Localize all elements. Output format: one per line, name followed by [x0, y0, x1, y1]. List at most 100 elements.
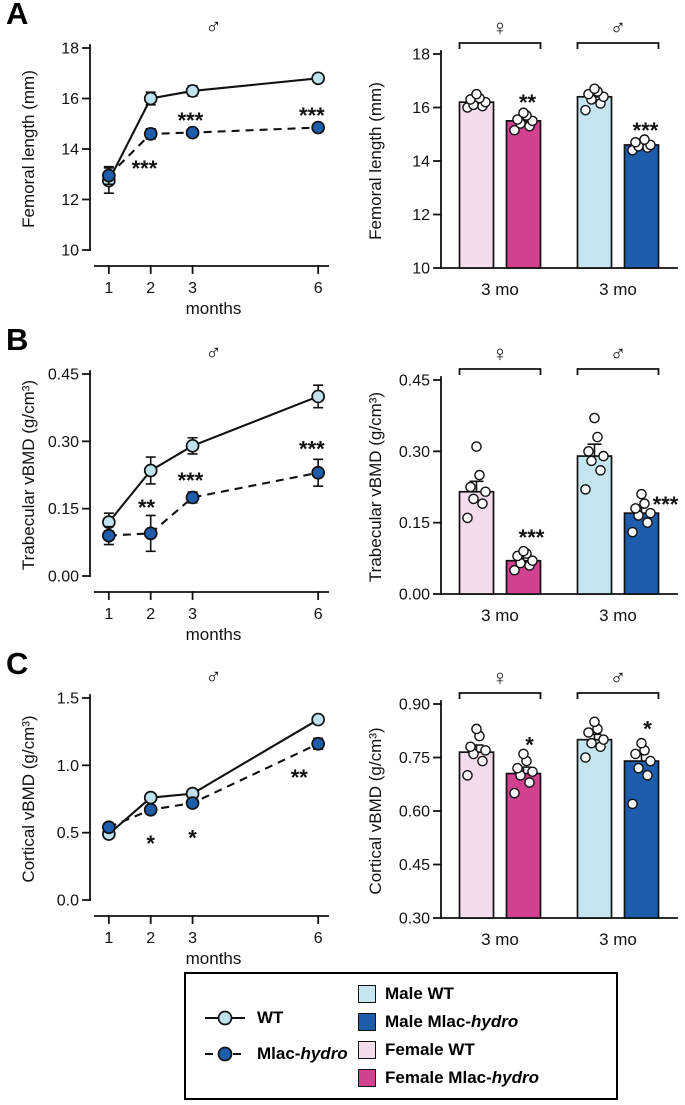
female-mlac-hydro-swatch	[358, 1069, 376, 1087]
cortical-vbmd-bar-chart: 0.30 0.45 0.60 0.75 0.90 Cortical vBMD (g/cm³…	[366, 665, 678, 949]
svg-text:months: months	[186, 625, 242, 644]
svg-text:10: 10	[61, 243, 79, 260]
legend-label-male-wt: Male WT	[385, 984, 454, 1003]
svg-text:3: 3	[188, 930, 197, 947]
svg-text:♂: ♂	[610, 341, 627, 366]
svg-text:♂: ♂	[205, 14, 222, 39]
wt-line-marker-icon	[205, 1010, 245, 1026]
svg-text:♂: ♂	[205, 340, 222, 365]
legend-item-female-wt: Female WT	[358, 1040, 616, 1060]
legend-item-female-mlac-hydro: Female Mlac-hydro	[358, 1068, 616, 1088]
svg-text:**: **	[519, 90, 537, 115]
svg-text:12: 12	[61, 192, 79, 209]
svg-text:***: ***	[178, 108, 204, 133]
svg-text:*: *	[525, 733, 534, 758]
svg-text:0.30: 0.30	[399, 911, 430, 928]
legend-item-male-wt: Male WT	[358, 984, 616, 1004]
svg-text:14: 14	[61, 142, 79, 159]
svg-text:1.0: 1.0	[57, 758, 79, 775]
svg-text:1: 1	[104, 280, 113, 297]
legend-item-male-mlac-hydro: Male Mlac-hydro	[358, 1012, 616, 1032]
svg-text:18: 18	[412, 47, 430, 64]
legend-label-mlac-hydro: Mlac-hydro	[257, 1044, 348, 1063]
svg-text:3: 3	[188, 606, 197, 623]
svg-text:0.45: 0.45	[399, 373, 430, 390]
svg-text:0.0: 0.0	[57, 893, 79, 910]
bar-series-legend: Male WT Male Mlac-hydro Female WT Female…	[358, 984, 616, 1088]
svg-text:months: months	[186, 949, 242, 968]
svg-text:3 mo: 3 mo	[599, 606, 637, 625]
svg-text:Femoral length (mm): Femoral length (mm)	[366, 82, 385, 240]
svg-text:*: *	[146, 831, 155, 856]
mlac-hydro-line-marker-icon	[205, 1046, 245, 1062]
panel-a-label: A	[6, 0, 29, 31]
svg-text:0.60: 0.60	[399, 804, 430, 821]
svg-text:***: ***	[653, 492, 679, 517]
svg-text:0.15: 0.15	[48, 501, 79, 518]
svg-text:***: ***	[519, 525, 545, 550]
panel-c: C ♂ 0.0 0.5 1.0 1.5 Cortical vBMD (g/cm³) 1 2 3 6…	[6, 646, 685, 974]
svg-text:months: months	[186, 299, 242, 318]
svg-text:0.75: 0.75	[399, 750, 430, 767]
male-wt-swatch	[358, 985, 376, 1003]
cortical-vbmd-line-chart: ♂ 0.0 0.5 1.0 1.5 Cortical vBMD (g/cm³) 1 2 3 6 mo…	[19, 664, 330, 968]
legend-item-wt: WT	[202, 1008, 358, 1028]
trabecular-vbmd-bar-chart: 0.00 0.15 0.30 0.45 Trabecular vBMD (g/cm³) ♀…	[366, 341, 679, 625]
male-mlac-hydro-swatch	[358, 1013, 376, 1031]
svg-text:1: 1	[104, 930, 113, 947]
svg-text:0.30: 0.30	[399, 444, 430, 461]
svg-text:♀: ♀	[492, 665, 509, 690]
svg-text:1: 1	[104, 606, 113, 623]
svg-text:0.00: 0.00	[399, 587, 430, 604]
legend-label-wt: WT	[257, 1008, 284, 1027]
panel-b-label: B	[6, 322, 29, 357]
svg-text:2: 2	[146, 280, 155, 297]
svg-text:3 mo: 3 mo	[481, 606, 519, 625]
svg-text:3: 3	[188, 280, 197, 297]
svg-text:♂: ♂	[610, 15, 627, 40]
panel-c-label: C	[6, 646, 29, 681]
svg-text:Trabecular vBMD (g/cm³): Trabecular vBMD (g/cm³)	[19, 380, 38, 570]
svg-text:10: 10	[412, 261, 430, 278]
legend-label-female-wt: Female WT	[385, 1040, 475, 1059]
svg-text:***: ***	[299, 103, 325, 128]
legend-label-female-mlac-hydro: Female Mlac-hydro	[385, 1068, 539, 1087]
svg-text:**: **	[291, 765, 309, 790]
legend-item-mlac-hydro: Mlac-hydro	[202, 1044, 358, 1064]
svg-text:16: 16	[61, 91, 79, 108]
svg-text:♂: ♂	[610, 665, 627, 690]
svg-text:0.90: 0.90	[399, 697, 430, 714]
svg-text:16: 16	[412, 100, 430, 117]
svg-text:Cortical vBMD (g/cm³): Cortical vBMD (g/cm³)	[19, 715, 38, 882]
legend-label-male-mlac-hydro: Male Mlac-hydro	[385, 1012, 519, 1031]
svg-text:*: *	[188, 826, 197, 851]
svg-text:3 mo: 3 mo	[481, 930, 519, 949]
svg-text:*: *	[643, 717, 652, 742]
svg-text:12: 12	[412, 207, 430, 224]
line-series-legend: WT Mlac-hydro	[186, 1008, 358, 1064]
svg-text:Femoral length (mm): Femoral length (mm)	[19, 70, 38, 228]
svg-text:3 mo: 3 mo	[599, 930, 637, 949]
svg-text:0.45: 0.45	[399, 857, 430, 874]
svg-text:0.5: 0.5	[57, 825, 79, 842]
svg-text:***: ***	[132, 156, 158, 181]
svg-text:18: 18	[61, 41, 79, 58]
svg-text:***: ***	[178, 468, 204, 493]
trabecular-vbmd-line-chart: ♂ 0.00 0.15 0.30 0.45 Trabecular vBMD (g/cm³)…	[19, 340, 330, 644]
svg-text:♂: ♂	[205, 664, 222, 689]
svg-text:3 mo: 3 mo	[599, 280, 637, 299]
svg-text:**: **	[138, 495, 156, 520]
svg-text:2: 2	[146, 606, 155, 623]
panel-b: B ♂ 0.00 0.15 0.30 0.45 Trabecular vBMD (g/cm…	[6, 322, 685, 650]
svg-text:14: 14	[412, 154, 430, 171]
svg-text:0.45: 0.45	[48, 367, 79, 384]
svg-text:♀: ♀	[492, 15, 509, 40]
svg-text:6: 6	[314, 930, 323, 947]
legend-box: WT Mlac-hydro Male WT Male Mlac-hydro Fe…	[184, 972, 618, 1100]
svg-text:***: ***	[299, 437, 325, 462]
svg-text:6: 6	[314, 606, 323, 623]
svg-text:Trabecular vBMD (g/cm³): Trabecular vBMD (g/cm³)	[366, 392, 385, 582]
svg-text:6: 6	[314, 280, 323, 297]
svg-text:***: ***	[633, 118, 659, 143]
